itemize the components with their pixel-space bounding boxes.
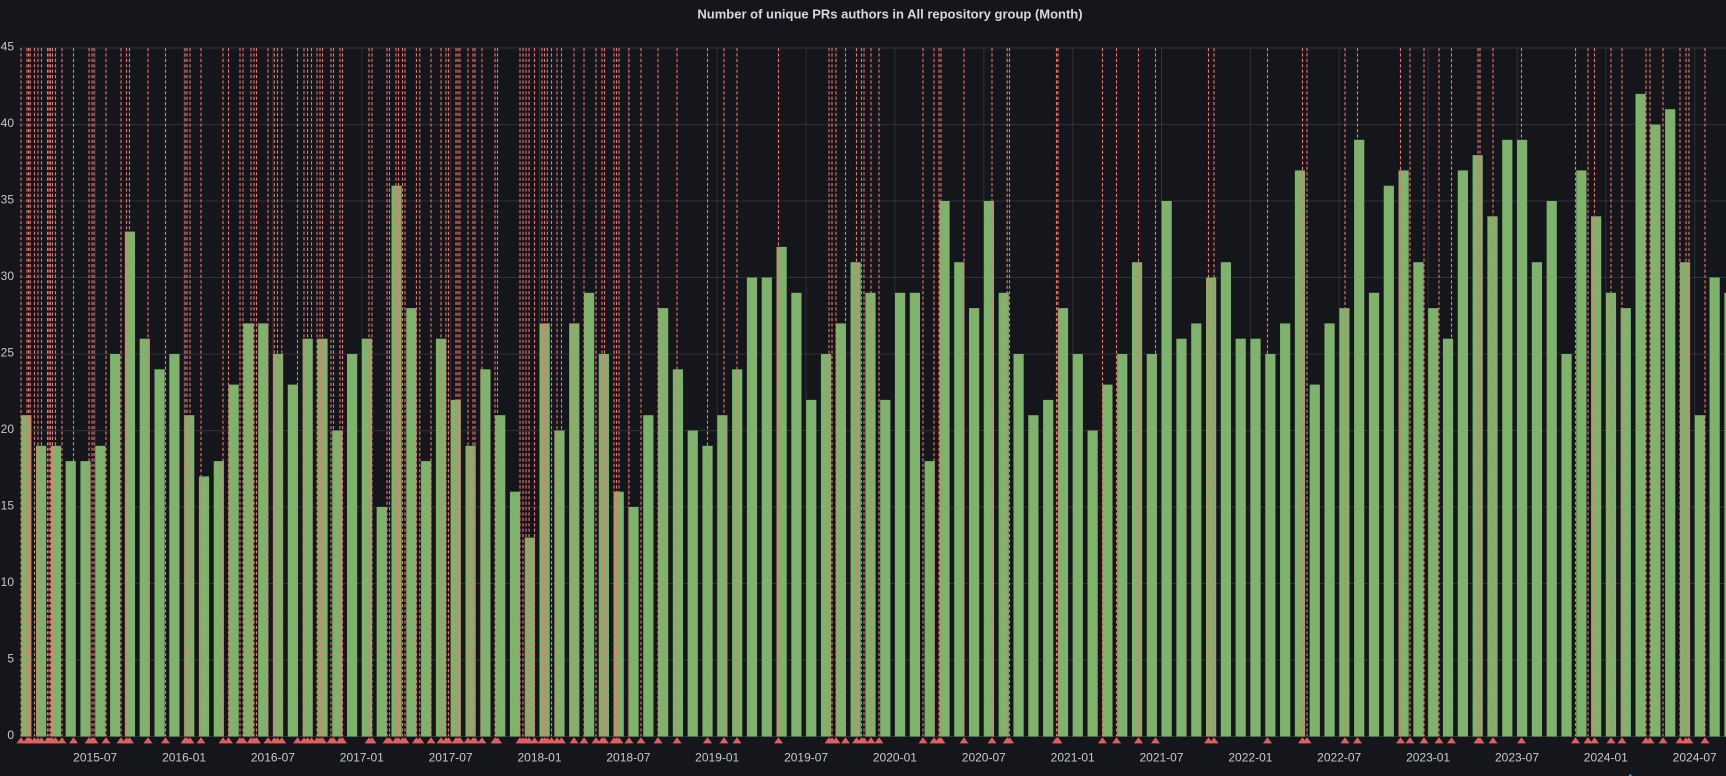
svg-text:2024-07: 2024-07 <box>1673 751 1717 765</box>
svg-text:2023-07: 2023-07 <box>1495 751 1539 765</box>
svg-text:2016-07: 2016-07 <box>251 751 295 765</box>
svg-text:2019-01: 2019-01 <box>695 751 739 765</box>
svg-text:2022-07: 2022-07 <box>1317 751 1361 765</box>
svg-text:2021-07: 2021-07 <box>1139 751 1183 765</box>
svg-text:2017-01: 2017-01 <box>340 751 384 765</box>
svg-text:25: 25 <box>1 346 15 360</box>
svg-text:2024-01: 2024-01 <box>1584 751 1628 765</box>
svg-text:35: 35 <box>1 193 15 207</box>
svg-text:45: 45 <box>1 40 15 54</box>
svg-text:30: 30 <box>1 269 15 283</box>
svg-text:2020-01: 2020-01 <box>873 751 917 765</box>
svg-text:2016-01: 2016-01 <box>162 751 206 765</box>
svg-text:20: 20 <box>1 422 15 436</box>
svg-text:2022-01: 2022-01 <box>1228 751 1272 765</box>
svg-text:2015-07: 2015-07 <box>73 751 117 765</box>
svg-text:Number of unique PRs authors i: Number of unique PRs authors in All repo… <box>697 7 1082 22</box>
svg-text:2021-01: 2021-01 <box>1051 751 1095 765</box>
svg-text:15: 15 <box>1 499 15 513</box>
svg-text:2017-07: 2017-07 <box>429 751 473 765</box>
svg-text:10: 10 <box>1 575 15 589</box>
svg-text:40: 40 <box>1 116 15 130</box>
svg-text:2018-01: 2018-01 <box>517 751 561 765</box>
svg-text:2020-07: 2020-07 <box>962 751 1006 765</box>
svg-text:2019-07: 2019-07 <box>784 751 828 765</box>
svg-text:0: 0 <box>7 728 14 742</box>
svg-text:2023-01: 2023-01 <box>1406 751 1450 765</box>
svg-text:5: 5 <box>7 652 14 666</box>
svg-text:2018-07: 2018-07 <box>606 751 650 765</box>
